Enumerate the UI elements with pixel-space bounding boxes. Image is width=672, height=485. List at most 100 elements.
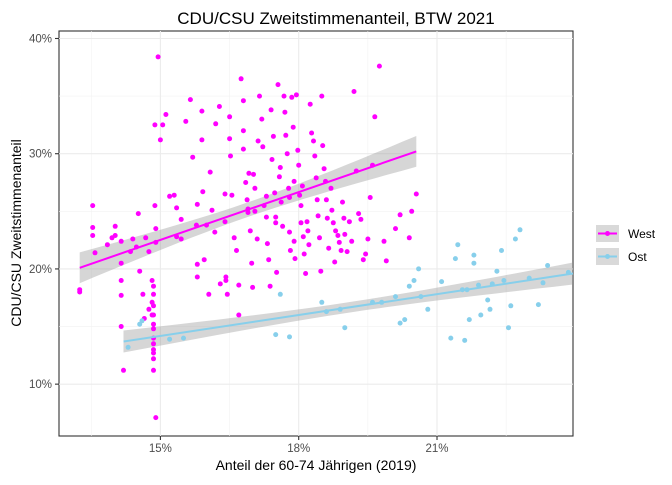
data-point-west (178, 216, 184, 222)
data-point-west (92, 250, 98, 256)
data-point-west (160, 122, 166, 128)
x-tick-label: 21% (425, 443, 448, 455)
data-point-west (311, 138, 316, 144)
data-point-ost (319, 299, 325, 305)
data-point-west (229, 192, 235, 198)
data-point-ost (287, 334, 292, 340)
data-point-ost (535, 302, 541, 308)
data-point-west (298, 203, 304, 209)
data-point-west (346, 219, 352, 225)
trend-line-west (79, 150, 417, 269)
data-point-west (244, 197, 250, 203)
data-point-west (295, 147, 301, 153)
legend: West Ost (596, 225, 656, 265)
data-point-west (333, 228, 339, 234)
data-point-west (194, 274, 200, 280)
data-point-west (305, 228, 311, 234)
data-point-west (216, 104, 222, 109)
data-point-west (227, 136, 233, 142)
data-point-west (270, 133, 276, 139)
data-point-west (252, 208, 258, 214)
legend-key-point (605, 231, 610, 236)
data-point-west (190, 154, 196, 160)
data-point-west (240, 146, 246, 152)
data-point-west (269, 157, 275, 162)
data-point-west (201, 257, 207, 263)
data-point-west (283, 132, 289, 138)
data-point-west (222, 191, 228, 197)
data-point-west (90, 225, 96, 230)
data-point-west (249, 260, 255, 266)
data-point-west (151, 312, 156, 318)
data-point-west (365, 236, 371, 242)
data-point-west (360, 257, 366, 263)
data-point-west (207, 169, 213, 175)
trend-lines (79, 150, 574, 343)
data-point-west (250, 284, 256, 290)
data-point-ost (277, 291, 283, 297)
x-axis-label: Anteil der 60-74 Jährigen (2019) (216, 457, 417, 473)
data-point-west (187, 97, 193, 103)
data-point-west (143, 235, 149, 241)
data-point-ost (485, 297, 491, 303)
data-point-ost (167, 336, 173, 342)
data-point-west (227, 114, 233, 120)
data-point-west (112, 223, 118, 229)
data-point-west (344, 249, 350, 255)
data-point-west (151, 326, 156, 332)
legend-item-west: West (596, 225, 656, 242)
data-point-west (376, 63, 382, 69)
data-point-west (349, 238, 355, 244)
data-point-west (336, 239, 342, 245)
data-point-west (90, 203, 96, 209)
data-point-west (409, 208, 415, 214)
data-point-west (281, 93, 287, 99)
data-point-west (223, 278, 229, 283)
data-point-west (174, 205, 180, 211)
data-point-west (240, 98, 246, 104)
data-point-west (273, 220, 279, 226)
data-point-west (306, 242, 312, 248)
data-point-west (304, 219, 310, 225)
data-point-west (413, 191, 419, 197)
data-point-west (236, 312, 242, 318)
data-point-west (157, 137, 163, 143)
data-point-west (363, 251, 369, 257)
data-point-west (140, 291, 146, 297)
data-point-west (238, 76, 244, 82)
data-point-west (224, 291, 230, 297)
data-point-west (199, 108, 205, 114)
data-point-west (104, 242, 110, 248)
data-point-west (213, 121, 219, 127)
data-point-west (393, 226, 398, 232)
data-point-west (146, 306, 152, 312)
data-point-west (383, 258, 389, 264)
data-point-west (297, 192, 303, 198)
data-point-west (340, 199, 345, 205)
data-point-ost (506, 325, 511, 331)
data-point-west (317, 235, 322, 241)
data-point-west (290, 124, 296, 130)
data-point-west (245, 210, 251, 215)
data-point-west (194, 261, 200, 267)
data-point-west (303, 271, 309, 276)
data-point-west (135, 211, 141, 217)
data-point-west (266, 257, 272, 263)
data-point-ost (439, 279, 445, 285)
plot-panel (58, 30, 574, 437)
data-points (77, 54, 571, 421)
data-point-ost (448, 335, 454, 341)
legend-label: West (628, 227, 656, 241)
data-point-west (351, 89, 357, 94)
data-point-west (274, 269, 280, 275)
data-point-west (301, 251, 307, 257)
data-point-west (149, 278, 155, 283)
data-point-west (406, 235, 412, 241)
legend-item-ost: Ost (596, 248, 647, 265)
data-point-ost (476, 282, 481, 288)
data-point-west (296, 162, 302, 168)
data-point-west (323, 197, 329, 203)
data-point-west (163, 112, 169, 117)
